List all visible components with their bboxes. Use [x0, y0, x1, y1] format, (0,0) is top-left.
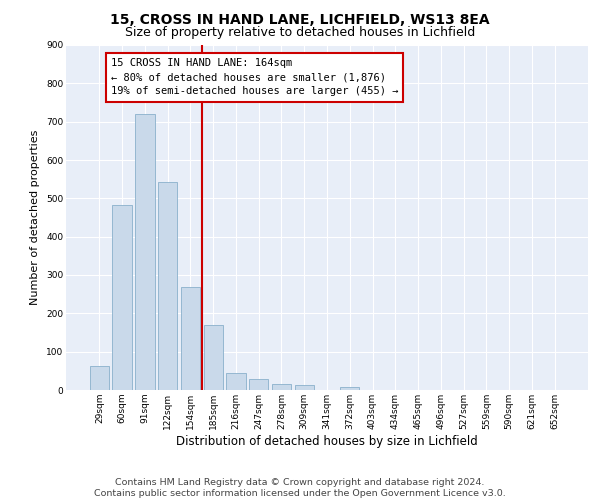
Text: 15 CROSS IN HAND LANE: 164sqm
← 80% of detached houses are smaller (1,876)
19% o: 15 CROSS IN HAND LANE: 164sqm ← 80% of d… [111, 58, 398, 96]
Bar [249, 378, 268, 390]
Bar [226, 373, 245, 390]
Bar [203, 325, 223, 390]
Bar [272, 384, 291, 390]
Text: 15, CROSS IN HAND LANE, LICHFIELD, WS13 8EA: 15, CROSS IN HAND LANE, LICHFIELD, WS13 … [110, 12, 490, 26]
Bar [295, 386, 314, 390]
Bar [181, 286, 200, 390]
Bar [158, 182, 178, 390]
Y-axis label: Number of detached properties: Number of detached properties [31, 130, 40, 305]
Text: Size of property relative to detached houses in Lichfield: Size of property relative to detached ho… [125, 26, 475, 39]
Bar [90, 366, 109, 390]
Bar [112, 205, 132, 390]
Text: Contains HM Land Registry data © Crown copyright and database right 2024.
Contai: Contains HM Land Registry data © Crown c… [94, 478, 506, 498]
X-axis label: Distribution of detached houses by size in Lichfield: Distribution of detached houses by size … [176, 434, 478, 448]
Bar [135, 114, 155, 390]
Bar [340, 387, 359, 390]
